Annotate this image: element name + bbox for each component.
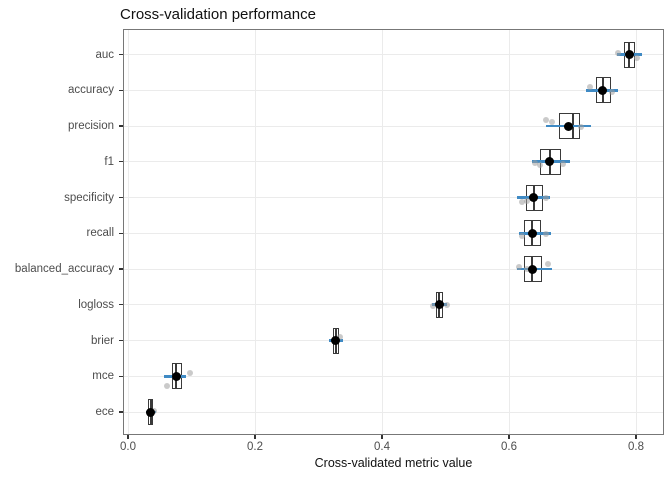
x-tick-label: 0.8 (628, 441, 644, 453)
jitter-point (518, 198, 525, 205)
x-tick-label: 0.6 (501, 441, 517, 453)
y-tick (119, 339, 123, 342)
h-gridline (124, 304, 663, 306)
v-gridline (127, 30, 129, 434)
x-tick (508, 435, 510, 439)
jitter-point (532, 159, 539, 166)
h-gridline (124, 232, 663, 234)
y-tick-label-auc: auc (95, 48, 114, 61)
jitter-point (429, 302, 436, 309)
plot-panel (123, 29, 664, 435)
h-gridline (124, 54, 663, 56)
y-tick (119, 196, 123, 199)
y-tick (119, 411, 123, 413)
x-tick (254, 435, 256, 439)
h-gridline (124, 268, 663, 270)
x-axis-title: Cross-validated metric value (314, 456, 473, 470)
v-gridline (254, 30, 256, 434)
jitter-point (542, 231, 549, 238)
y-tick (119, 375, 123, 377)
h-gridline (124, 197, 663, 199)
jitter-point (543, 117, 550, 123)
jitter-point (548, 119, 555, 125)
mean-dot-precision (564, 121, 574, 131)
jitter-point (614, 49, 621, 56)
jitter-point (523, 266, 530, 272)
x-tick (127, 435, 129, 439)
h-gridline (124, 375, 663, 377)
y-tick-label-ece: ece (95, 406, 114, 418)
y-tick (119, 89, 123, 91)
y-tick (119, 161, 123, 163)
chart-title: Cross-validation performance (120, 6, 316, 23)
y-tick (119, 53, 123, 56)
jitter-point (543, 194, 550, 201)
v-gridline (508, 30, 510, 434)
x-tick (635, 435, 637, 439)
jitter-point (586, 84, 593, 91)
y-tick (119, 304, 123, 306)
y-tick-label-precision: precision (67, 120, 114, 132)
mean-dot-balanced_accuracy (527, 264, 537, 274)
mean-dot-f1 (545, 157, 555, 167)
h-gridline (124, 161, 663, 163)
x-tick-label: 0.4 (374, 441, 390, 453)
jitter-point (523, 197, 530, 204)
h-gridline (124, 89, 663, 91)
y-tick-label-brier: brier (90, 334, 114, 347)
jitter-point (444, 301, 451, 308)
y-tick (119, 268, 123, 270)
mean-dot-accuracy (598, 85, 608, 95)
mean-dot-ece (146, 407, 156, 417)
mean-dot-specificity (529, 193, 539, 202)
jitter-point (515, 264, 522, 270)
jitter-point (559, 160, 566, 167)
jitter-point (337, 333, 344, 340)
y-tick (119, 125, 123, 127)
jitter-point (608, 89, 615, 96)
h-gridline (124, 125, 663, 127)
jitter-point (537, 161, 544, 168)
x-tick-label: 0.0 (120, 441, 136, 453)
jitter-point (519, 233, 526, 240)
jitter-point (186, 370, 193, 377)
y-tick-label-balanced_accuracy: balanced_accuracy (14, 263, 114, 275)
mean-dot-auc (624, 50, 634, 59)
h-gridline (124, 340, 663, 342)
jitter-point (578, 124, 585, 130)
mean-dot-recall (527, 228, 537, 238)
jitter-point (545, 261, 552, 267)
mean-dot-logloss (434, 300, 444, 310)
v-gridline (635, 30, 637, 434)
x-tick (381, 435, 383, 439)
x-tick-label: 0.2 (247, 441, 263, 453)
y-tick (119, 232, 123, 234)
mean-dot-mce (171, 371, 181, 381)
y-tick-label-mce: mce (92, 370, 114, 383)
h-gridline (124, 411, 663, 413)
y-tick-label-logloss: logloss (78, 298, 114, 311)
y-tick-label-specificity: specificity (64, 191, 114, 204)
jitter-point (163, 383, 170, 390)
y-tick-label-f1: f1 (104, 155, 114, 168)
jitter-point (633, 54, 640, 61)
mean-dot-brier (331, 336, 341, 345)
v-gridline (381, 30, 383, 434)
y-tick-label-accuracy: accuracy (67, 84, 114, 97)
y-tick-label-recall: recall (86, 227, 114, 240)
